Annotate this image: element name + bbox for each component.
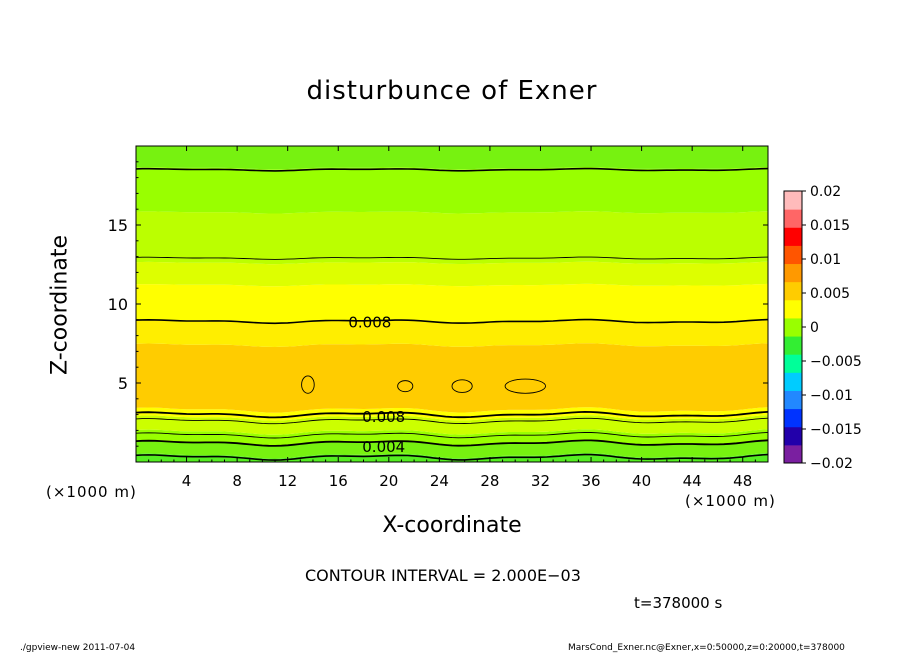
colorbar-tick-label-7: −0.015 [810, 422, 862, 438]
colorbar-swatch-7 [784, 317, 802, 337]
x-tick-label-0: 4 [182, 472, 192, 490]
contour-label-0: 0.008 [348, 313, 391, 331]
contour-label-2: 0.004 [362, 438, 405, 456]
colorbar-swatch-11 [784, 245, 802, 265]
x-tick-label-10: 44 [683, 472, 702, 490]
band-5 [136, 343, 768, 413]
x-unit-right: (×1000 m) [685, 492, 776, 510]
colorbar-swatch-8 [784, 299, 802, 319]
contour-label-1: 0.008 [362, 408, 405, 426]
x-tick-label-7: 32 [531, 472, 550, 490]
colorbar-tick-label-2: 0.01 [810, 252, 841, 268]
band-7 [136, 283, 768, 324]
colorbar-tick-label-3: 0.005 [810, 286, 850, 302]
x-tick-label-3: 16 [329, 472, 348, 490]
band-0 [136, 453, 768, 462]
colorbar-swatch-10 [784, 263, 802, 283]
contour-line-7 [136, 167, 768, 172]
x-axis-label: X-coordinate [0, 513, 904, 538]
contour-interval: CONTOUR INTERVAL = 2.000E−03 [305, 566, 581, 585]
colorbar-swatch-12 [784, 227, 802, 246]
colorbar-tick-label-4: 0 [810, 320, 819, 336]
x-tick-label-5: 24 [430, 472, 449, 490]
colorbar-swatch-5 [784, 354, 802, 373]
max-contour-1 [397, 380, 414, 393]
time-label: t=378000 s [634, 594, 723, 612]
band-10 [136, 167, 768, 214]
colorbar-tick-label-1: 0.015 [810, 218, 850, 234]
contour-line-2 [136, 431, 768, 439]
footer-left: ./gpview-new 2011-07-04 [20, 643, 136, 653]
colorbar-swatch-14 [784, 191, 802, 210]
contour-line-1 [136, 439, 768, 447]
band-11 [136, 146, 768, 170]
colorbar-swatch-4 [784, 372, 802, 391]
x-unit-left: (×1000 m) [46, 483, 137, 501]
contour-line-4 [136, 410, 768, 419]
x-axis-label-text: X-coordinate [382, 513, 522, 538]
y-tick-label-1: 10 [108, 295, 128, 314]
band-6 [136, 319, 768, 347]
colorbar-swatch-3 [784, 390, 802, 410]
chart-title: disturbunce of Exner [306, 76, 598, 106]
x-tick-label-1: 8 [232, 472, 242, 490]
colorbar-tick-label-6: −0.01 [810, 388, 853, 404]
x-tick-label-6: 28 [480, 472, 499, 490]
colorbar-swatch-0 [784, 444, 802, 464]
colorbar-swatch-13 [784, 209, 802, 228]
colorbar-tick-label-5: −0.005 [810, 354, 862, 370]
colorbar-swatch-2 [784, 408, 802, 428]
x-tick-label-11: 48 [733, 472, 752, 490]
contour-line-3 [136, 417, 768, 425]
colorbar-swatch-6 [784, 336, 802, 355]
y-tick-label-0: 5 [118, 374, 128, 393]
colorbar-tick-label-0: 0.02 [810, 184, 841, 200]
y-tick-label-2: 15 [108, 216, 128, 235]
x-tick-label-4: 20 [379, 472, 398, 490]
colorbar-swatch-9 [784, 281, 802, 301]
contour-line-6 [136, 256, 768, 260]
contour-line-5 [136, 318, 768, 325]
footer-right: MarsCond_Exner.nc@Exner,x=0:50000,z=0:20… [568, 643, 845, 653]
band-9 [136, 211, 768, 265]
max-contour-3 [504, 378, 546, 394]
band-4 [136, 407, 768, 421]
max-contour-0 [301, 375, 315, 394]
max-contour-2 [451, 379, 473, 393]
colorbar-tick-label-8: −0.02 [810, 456, 853, 472]
colorbar-swatch-1 [784, 426, 802, 446]
x-tick-label-9: 40 [632, 472, 651, 490]
x-tick-label-2: 12 [278, 472, 297, 490]
band-8 [136, 261, 768, 287]
x-tick-label-8: 36 [581, 472, 600, 490]
